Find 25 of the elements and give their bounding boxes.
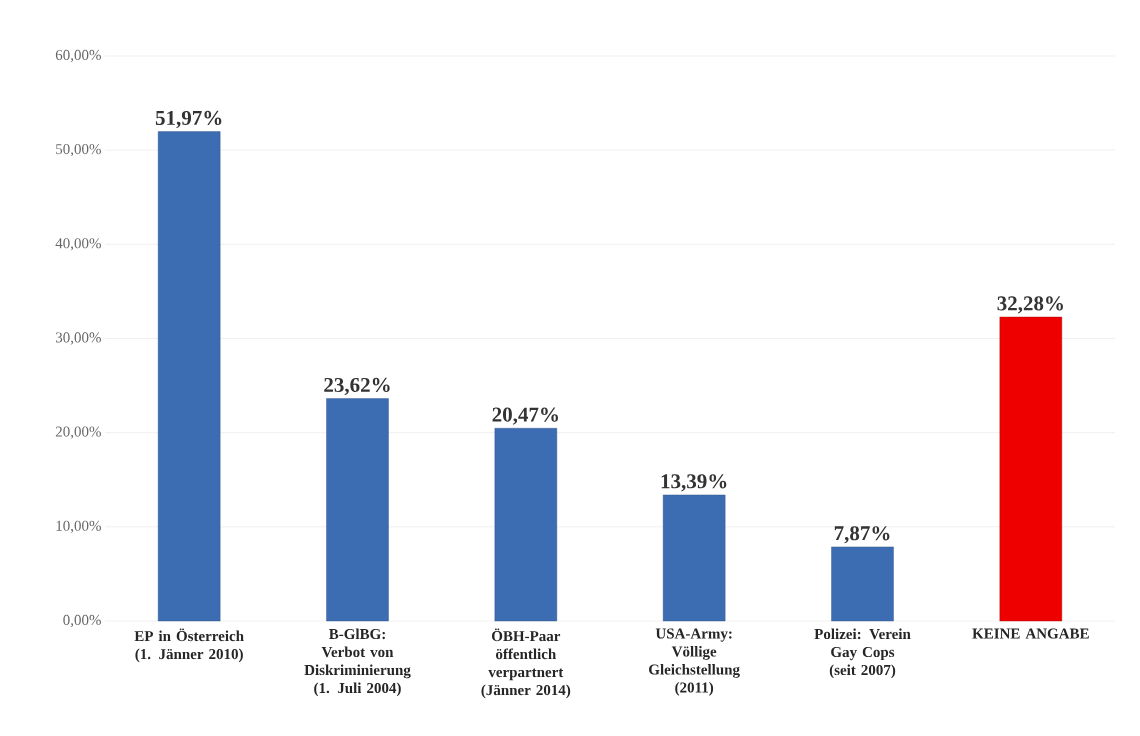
bar: [999, 316, 1063, 622]
x-tick-label: B-GlBG: Verbot von Diskriminierung (1. Juli 2004): [304, 628, 411, 697]
bar: [831, 546, 894, 622]
y-tick-label: 60,00%: [55, 49, 101, 63]
y-tick-label: 40,00%: [55, 238, 101, 251]
x-tick-label: EP in Österreich (1. Jänner 2010): [134, 628, 244, 663]
data-label: 13,39%: [661, 474, 727, 492]
y-tick-label: 50,00%: [56, 144, 101, 157]
data-label: 32,28%: [997, 296, 1063, 314]
x-tick-label: Polizei: Verein Gay Cops (seit 2007): [814, 628, 911, 679]
data-label: 23,62%: [324, 377, 390, 396]
x-tick-label: KEINE ANGABE: [972, 628, 1089, 639]
data-label: 7,87%: [834, 526, 890, 544]
bar: [494, 428, 558, 622]
x-tick-label: ÖBH-Paar öffentlich verpartnert (Jänner 2014): [481, 628, 571, 699]
x-tick-label: USA-Army: Völlige Gleichstellung (2011): [649, 628, 740, 696]
data-label: 51,97%: [155, 110, 222, 129]
bar: [157, 131, 221, 622]
y-tick-label: 10,00%: [56, 520, 101, 533]
y-tick-label: 20,00%: [55, 426, 101, 439]
y-tick-label: 0,00%: [63, 614, 101, 628]
bar: [326, 398, 389, 622]
y-tick-label: 30,00%: [55, 332, 101, 345]
data-label: 20,47%: [492, 407, 558, 425]
bar: [662, 494, 726, 622]
